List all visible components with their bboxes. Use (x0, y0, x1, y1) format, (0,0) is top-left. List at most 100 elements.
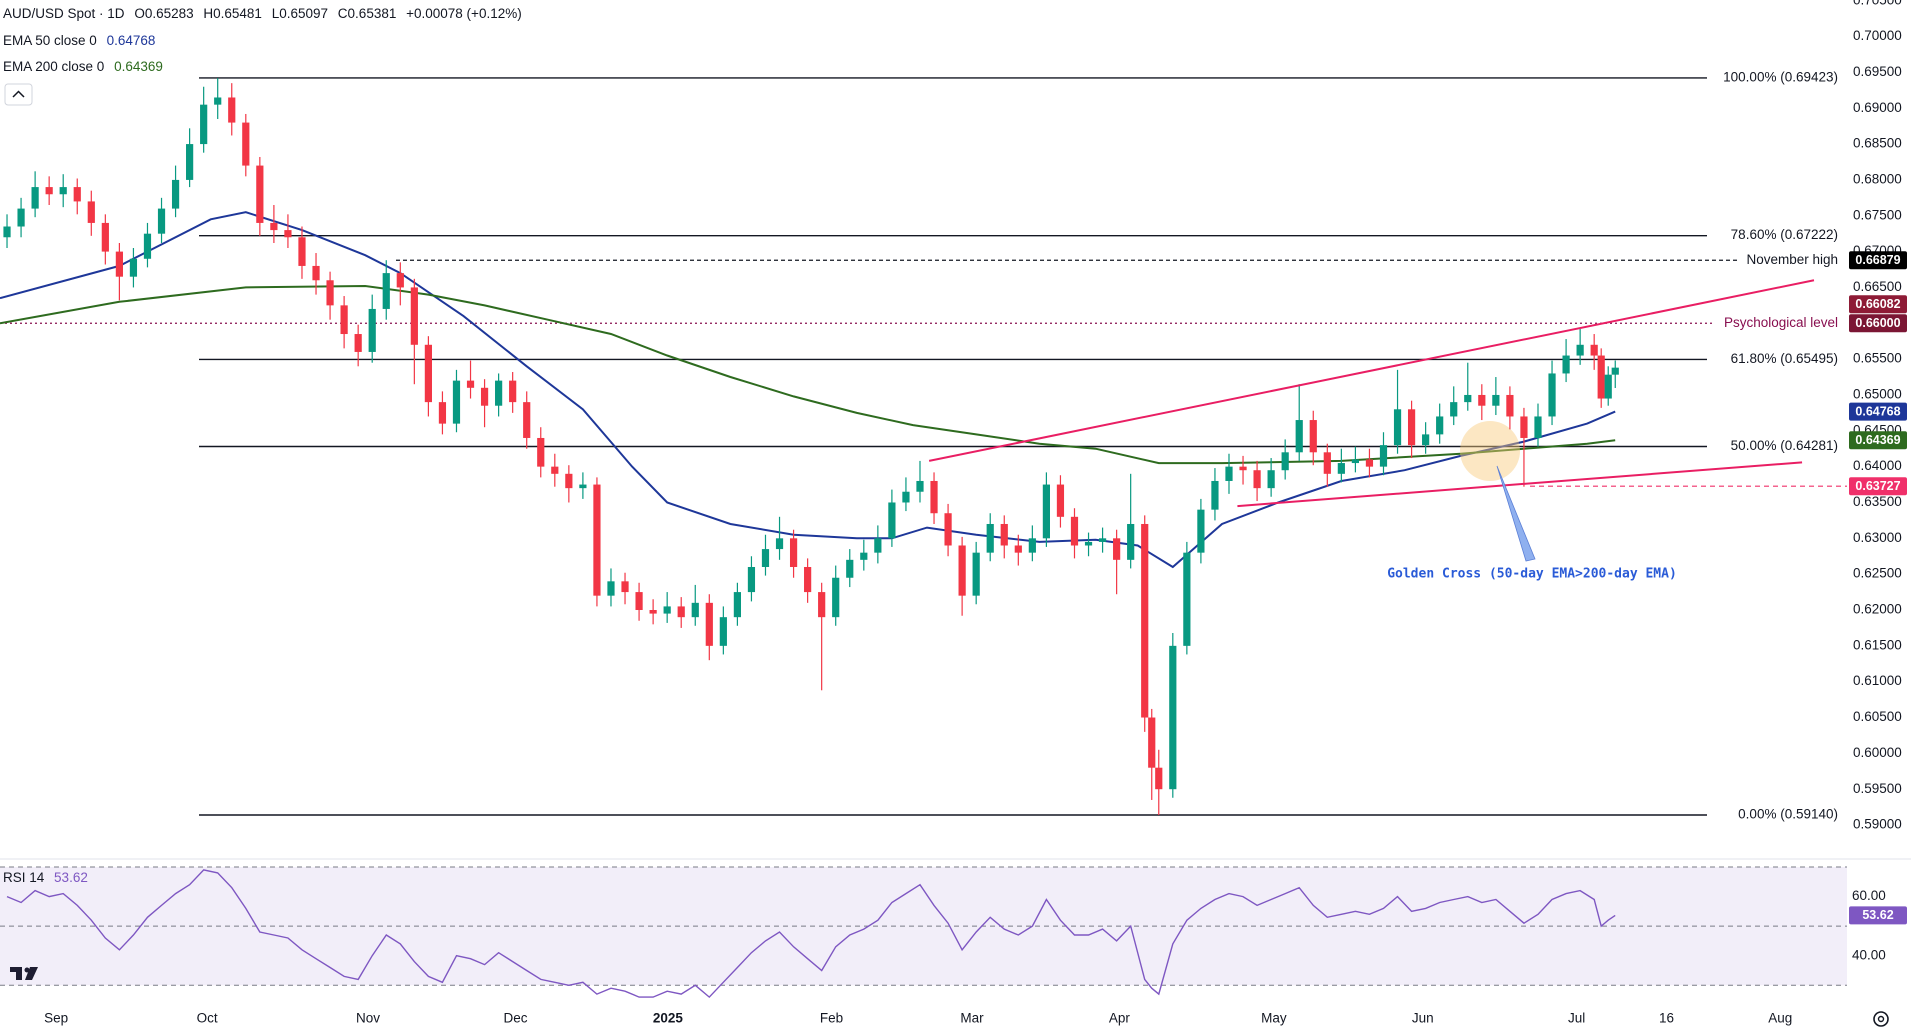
ema50-header: EMA 50 close 0 0.64768 (3, 33, 161, 48)
x-tick-label: Dec (503, 1011, 527, 1026)
candle-body (1611, 367, 1619, 375)
fib-label: 100.00% (0.69423) (1723, 69, 1838, 84)
y-tick-label: 0.63500 (1853, 494, 1902, 509)
candle-body (579, 484, 587, 489)
candle-body (214, 97, 222, 105)
candle-body (186, 144, 194, 180)
candle-body (3, 226, 11, 238)
candle-body (495, 380, 503, 406)
candle-body (1295, 420, 1303, 453)
settings-icon[interactable] (1873, 1011, 1889, 1027)
x-tick-label: Aug (1768, 1011, 1792, 1026)
ohlc-value: H0.65481 (203, 6, 262, 21)
price-tag-label: 0.66000 (1855, 316, 1900, 330)
candle-body (354, 334, 362, 352)
candle-body (1169, 645, 1177, 790)
candle-body (1478, 394, 1486, 406)
y-tick-label: 0.67500 (1853, 207, 1902, 222)
candle-body (1056, 484, 1065, 517)
gear-hub (1877, 1015, 1885, 1023)
chevron-icon (12, 90, 25, 98)
x-tick-label: Feb (820, 1011, 843, 1026)
y-tick-label: 0.61000 (1853, 673, 1902, 688)
candle-body (1337, 463, 1345, 474)
y-tick-label: 0.62000 (1853, 602, 1902, 617)
ohlc-value: C0.65381 (337, 6, 397, 21)
candle-body (1548, 373, 1556, 417)
candle-body (129, 258, 138, 277)
candle-body (1379, 445, 1388, 467)
candle-body (31, 187, 39, 209)
candle-body (860, 552, 868, 560)
candle-body (1562, 355, 1570, 374)
y-tick-label: 0.65500 (1853, 351, 1902, 366)
candle-body (284, 230, 292, 238)
rsi-header: RSI 14 53.62 (3, 870, 94, 885)
indicator-value: 0.64768 (106, 33, 156, 48)
candle-body (1464, 394, 1472, 403)
hline-label: November high (1746, 252, 1838, 267)
candle-body (593, 484, 601, 596)
candle-body (1281, 452, 1289, 471)
candle-body (916, 480, 924, 492)
collapse-button[interactable] (4, 83, 33, 106)
y-tick-label: 0.69000 (1853, 100, 1902, 115)
candle-body (818, 592, 826, 618)
candle-body (45, 187, 53, 195)
candle-body (1183, 552, 1191, 646)
candle-body (1534, 416, 1542, 438)
fib-label: 0.00% (0.59140) (1738, 807, 1838, 822)
x-tick-label: 16 (1659, 1011, 1674, 1026)
tv-logo[interactable] (10, 967, 38, 980)
candle-body (902, 491, 910, 503)
gear-ring (1873, 1011, 1889, 1027)
candle-body (1084, 541, 1093, 546)
candle-body (1450, 402, 1458, 417)
candle-body (326, 280, 334, 306)
price-tag (1849, 295, 1907, 314)
candle-body (775, 538, 784, 550)
price-tag-label: 0.64768 (1855, 404, 1900, 418)
candle-body (115, 251, 123, 277)
candle-body (228, 97, 236, 123)
candle-body (1148, 717, 1156, 768)
y-tick-label: 0.59000 (1853, 817, 1902, 832)
ohlc-value: O0.65283 (134, 6, 194, 21)
candle-body (705, 602, 713, 646)
price-tag-label: 0.66879 (1855, 253, 1900, 267)
ema-line (0, 211, 1616, 569)
highlight-circle (1460, 421, 1520, 481)
candle-body (1492, 394, 1500, 406)
candle-body (1155, 767, 1163, 790)
candle-body (761, 549, 770, 567)
candle-body (87, 201, 95, 223)
candle-body (298, 237, 306, 266)
candle-body (1407, 409, 1416, 446)
candle-body (1351, 459, 1360, 464)
candle-body (747, 566, 756, 593)
candle-body (1225, 466, 1233, 481)
candle-body (958, 545, 966, 596)
candle-body (1098, 538, 1107, 542)
candle-body (1000, 523, 1008, 546)
ohlc-change: +0.00078 (+0.12%) (406, 6, 522, 21)
candle-body (509, 380, 517, 403)
rsi-line (6, 869, 1616, 999)
logo-part (10, 967, 22, 980)
candle-body (804, 566, 812, 593)
y-tick-label: 0.62500 (1853, 566, 1902, 581)
x-tick-label: Jun (1412, 1011, 1434, 1026)
candle-body (312, 265, 320, 281)
indicator-value: 53.62 (54, 870, 88, 885)
candle-body (1070, 516, 1079, 546)
candle-body (200, 104, 208, 145)
indicator-name: EMA 200 close 0 (3, 59, 105, 74)
candle-body (944, 513, 952, 546)
candle-body (649, 610, 657, 614)
candle-body (733, 592, 741, 618)
candle-body (171, 179, 180, 209)
symbol-title: AUD/USD Spot · 1D (3, 6, 125, 21)
candle-body (607, 581, 615, 596)
candle-body (832, 577, 840, 618)
